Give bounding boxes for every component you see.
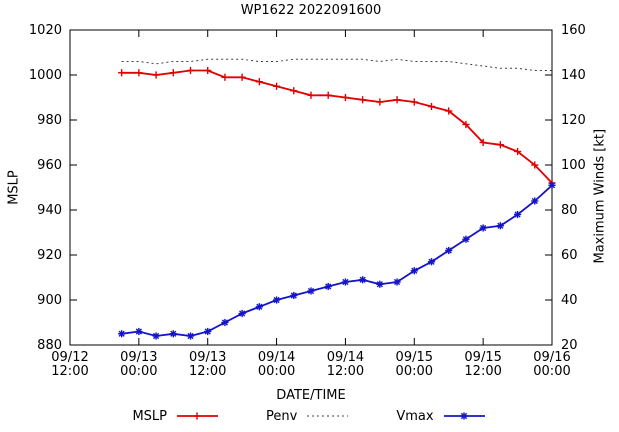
asterisk-marker bbox=[152, 332, 160, 340]
y-right-tick-label: 120 bbox=[561, 113, 586, 128]
asterisk-marker bbox=[118, 330, 125, 337]
series-vmax bbox=[118, 181, 556, 340]
y-left-tick-label: 1020 bbox=[29, 23, 62, 38]
asterisk-marker bbox=[462, 236, 470, 243]
legend-entry-vmax: Vmax bbox=[396, 408, 486, 424]
asterisk-marker bbox=[135, 328, 142, 335]
x-tick-label-time: 12:00 bbox=[189, 364, 226, 379]
y-right-tick-label: 160 bbox=[561, 23, 586, 38]
asterisk-marker bbox=[497, 222, 504, 229]
legend-label-mslp: MSLP bbox=[132, 408, 168, 424]
series-mslp bbox=[118, 66, 556, 187]
y-left-tick-label: 880 bbox=[37, 338, 62, 353]
x-tick-label-time: 12:00 bbox=[51, 364, 88, 379]
asterisk-marker bbox=[460, 412, 467, 420]
asterisk-marker bbox=[514, 211, 521, 218]
legend: MSLP Penv Vmax bbox=[0, 408, 619, 424]
asterisk-marker bbox=[170, 330, 177, 337]
asterisk-marker bbox=[239, 310, 246, 317]
asterisk-marker bbox=[428, 258, 435, 265]
legend-label-penv: Penv bbox=[266, 408, 298, 424]
y-left-tick-label: 920 bbox=[37, 248, 62, 263]
x-tick-label-date: 09/15 bbox=[464, 350, 501, 365]
asterisk-marker bbox=[204, 328, 211, 335]
x-tick-label-time: 00:00 bbox=[533, 364, 570, 379]
series-line bbox=[121, 184, 553, 337]
x-axis-label: DATE/TIME bbox=[276, 388, 346, 403]
asterisk-marker bbox=[445, 247, 452, 254]
asterisk-marker bbox=[273, 296, 280, 304]
y-right-tick-label: 140 bbox=[561, 68, 586, 83]
y-right-tick-label: 100 bbox=[561, 158, 586, 173]
legend-label-vmax: Vmax bbox=[396, 408, 434, 424]
y-right-tick-label: 80 bbox=[561, 203, 578, 218]
legend-sample-vmax bbox=[443, 412, 485, 420]
y-left-tick-label: 1000 bbox=[29, 68, 62, 83]
x-tick-label-time: 00:00 bbox=[258, 364, 295, 379]
legend-sample-penv bbox=[307, 415, 349, 417]
series-penv bbox=[121, 58, 552, 71]
series-line bbox=[121, 58, 552, 71]
x-tick-label-date: 09/14 bbox=[258, 350, 295, 365]
y-right-tick-label: 20 bbox=[561, 338, 578, 353]
asterisk-marker bbox=[221, 319, 229, 326]
plot-border bbox=[69, 29, 553, 346]
asterisk-marker bbox=[548, 182, 556, 189]
x-tick-label-date: 09/15 bbox=[396, 350, 433, 365]
asterisk-marker bbox=[376, 281, 383, 288]
y-right-tick-label: 60 bbox=[561, 248, 578, 263]
x-tick-label-date: 09/13 bbox=[189, 350, 226, 365]
x-tick-label-date: 09/12 bbox=[51, 350, 88, 365]
x-tick-label-time: 00:00 bbox=[120, 364, 157, 379]
y-right-tick-label: 40 bbox=[561, 293, 578, 308]
asterisk-marker bbox=[531, 197, 538, 205]
legend-sample-mslp bbox=[177, 412, 219, 420]
y-left-tick-label: 980 bbox=[37, 113, 62, 128]
y-left-tick-label: 900 bbox=[37, 293, 62, 308]
x-tick-label-time: 00:00 bbox=[396, 364, 433, 379]
x-tick-label-date: 09/14 bbox=[327, 350, 364, 365]
chart-title: WP1622 2022091600 bbox=[240, 3, 382, 18]
asterisk-marker bbox=[393, 278, 401, 286]
series-line bbox=[121, 69, 553, 184]
legend-entry-mslp: MSLP bbox=[132, 408, 220, 424]
asterisk-marker bbox=[342, 278, 349, 286]
asterisk-marker bbox=[187, 332, 194, 340]
y-left-tick-label: 960 bbox=[37, 158, 62, 173]
asterisk-marker bbox=[256, 303, 263, 310]
asterisk-marker bbox=[480, 224, 487, 232]
asterisk-marker bbox=[325, 283, 332, 290]
x-tick-label-date: 09/16 bbox=[533, 350, 570, 365]
asterisk-marker bbox=[290, 292, 297, 299]
y-left-tick-label: 940 bbox=[37, 203, 62, 218]
asterisk-marker bbox=[411, 267, 418, 274]
x-tick-label-time: 12:00 bbox=[327, 364, 364, 379]
asterisk-marker bbox=[307, 287, 315, 295]
legend-entry-penv: Penv bbox=[266, 408, 350, 424]
x-tick-label-time: 12:00 bbox=[464, 364, 501, 379]
asterisk-marker bbox=[359, 276, 366, 283]
x-tick-label-date: 09/13 bbox=[120, 350, 157, 365]
